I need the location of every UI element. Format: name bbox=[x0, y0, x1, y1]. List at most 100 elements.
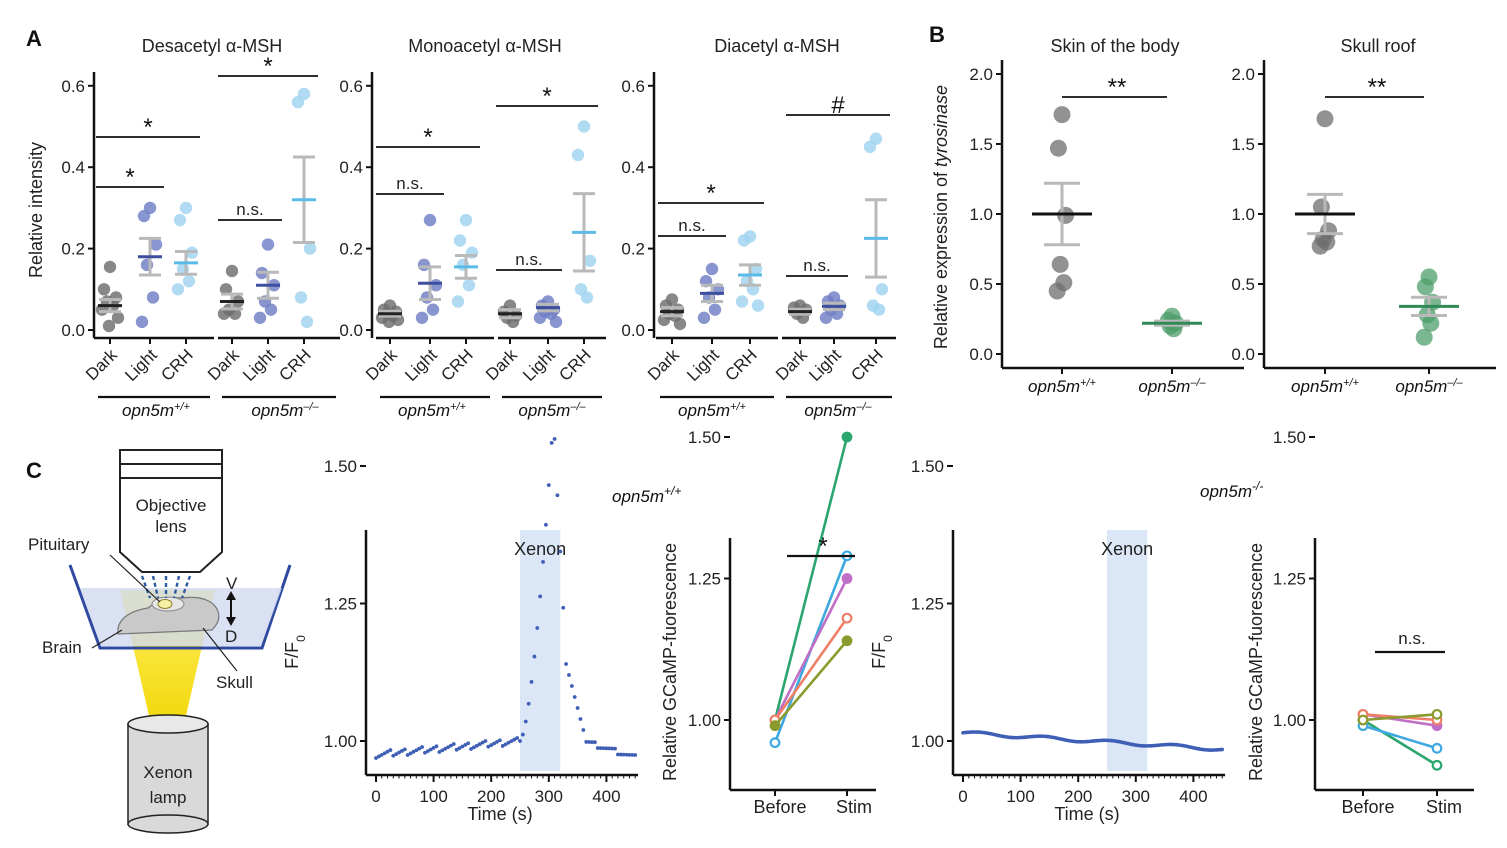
x-tick-label: CRH bbox=[437, 345, 476, 384]
trace-point bbox=[379, 752, 384, 757]
y-tick-label: 0.0 bbox=[339, 321, 363, 340]
trace-point bbox=[477, 742, 482, 747]
trace-point bbox=[486, 744, 491, 749]
data-point bbox=[182, 274, 196, 288]
data-point bbox=[819, 311, 833, 324]
y-tick-label: 0.6 bbox=[621, 77, 645, 96]
data-point bbox=[264, 303, 278, 316]
data-point bbox=[1422, 314, 1440, 332]
trace-point bbox=[411, 749, 416, 754]
objective-light-cone bbox=[140, 575, 192, 599]
series-point bbox=[841, 612, 853, 624]
significance-label: ** bbox=[1108, 74, 1127, 101]
data-point bbox=[225, 264, 239, 278]
trace-point bbox=[437, 750, 442, 754]
x-tick-label: Dark bbox=[644, 345, 683, 384]
x-tick-label: 300 bbox=[535, 787, 563, 806]
x-tick-label: 100 bbox=[1006, 787, 1034, 806]
chart-title: Monoacetyl α-MSH bbox=[408, 36, 561, 56]
trace-point bbox=[529, 680, 534, 684]
trace-point bbox=[397, 750, 401, 755]
trace-point bbox=[451, 742, 456, 746]
trace-point bbox=[463, 743, 468, 747]
series-point bbox=[1357, 714, 1369, 726]
trace-point bbox=[495, 739, 499, 744]
data-point bbox=[571, 148, 585, 162]
data-point bbox=[291, 95, 305, 109]
significance-label: n.s. bbox=[1398, 629, 1425, 648]
trace-point bbox=[405, 753, 410, 757]
data-point bbox=[863, 140, 877, 154]
trace-point bbox=[428, 747, 433, 752]
data-point bbox=[135, 315, 149, 329]
trace-point bbox=[621, 752, 626, 757]
brain-label: Brain bbox=[42, 638, 82, 657]
y-tick-label: 0.2 bbox=[339, 240, 363, 259]
y-tick-label: 1.00 bbox=[1273, 711, 1306, 730]
trace-point bbox=[633, 753, 638, 757]
trace-point bbox=[446, 745, 450, 750]
trace-point bbox=[400, 749, 404, 753]
skull-label: Skull bbox=[216, 673, 253, 692]
x-tick-label: 100 bbox=[419, 787, 447, 806]
ventral-label: V bbox=[226, 574, 238, 593]
x-tick-label: opn5m+/+ bbox=[1291, 377, 1359, 396]
trace-point bbox=[526, 701, 531, 706]
trace-point bbox=[630, 753, 635, 757]
x-tick-label: 0 bbox=[371, 787, 380, 806]
y-tick-label: 1.50 bbox=[324, 457, 357, 476]
trace-point bbox=[584, 740, 589, 744]
data-point bbox=[697, 311, 711, 324]
significance-label: * bbox=[125, 164, 134, 191]
xenon-lamp-icon: Xenon lamp bbox=[127, 714, 209, 834]
trace-point bbox=[1220, 747, 1224, 752]
skull-roof-plot: Skull roof 0.0 0.5 1.0 1.5 2.0 opn5m+/+ opn5m–/… bbox=[1231, 36, 1496, 396]
trace-point bbox=[535, 626, 540, 630]
chart-title: Skull roof bbox=[1340, 36, 1416, 56]
genotype-label: opn5m+/+ bbox=[398, 401, 466, 420]
trace-point bbox=[572, 695, 577, 699]
data-point bbox=[1311, 237, 1329, 255]
y-tick-label: 1.25 bbox=[1273, 570, 1306, 589]
trace-point bbox=[376, 754, 381, 759]
x-tick-label: opn5m–/– bbox=[1138, 377, 1206, 396]
pituitary-shape bbox=[157, 599, 173, 609]
data-point bbox=[429, 279, 443, 292]
series-line bbox=[1362, 713, 1438, 722]
genotype-label: opn5m+/+ bbox=[678, 401, 746, 420]
x-tick-label: 200 bbox=[1064, 787, 1092, 806]
y-tick-label: 1.00 bbox=[324, 732, 357, 751]
trace-point bbox=[506, 740, 511, 745]
data-point bbox=[253, 311, 267, 324]
series-point bbox=[841, 635, 853, 647]
xenon-lamp-label-2: lamp bbox=[150, 788, 187, 807]
x-axis-label: Time (s) bbox=[467, 804, 532, 824]
y-tick-label: 1.0 bbox=[969, 205, 993, 224]
y-tick-label: 2.0 bbox=[1231, 65, 1255, 84]
data-point bbox=[453, 234, 467, 247]
x-tick-label: Dark bbox=[204, 345, 243, 384]
trace-point bbox=[613, 746, 617, 751]
panel-label-c: C bbox=[26, 458, 42, 483]
trace-point bbox=[388, 748, 393, 752]
trace-point bbox=[440, 748, 445, 753]
xenon-lamp-label-1: Xenon bbox=[143, 763, 192, 782]
trace-point bbox=[500, 744, 505, 748]
data-point bbox=[1049, 139, 1067, 157]
chart-title: Skin of the body bbox=[1050, 36, 1179, 56]
y-tick-label: 1.5 bbox=[1231, 135, 1255, 154]
panel-label-a: A bbox=[26, 26, 42, 51]
data-point bbox=[294, 291, 308, 304]
trace-point bbox=[555, 493, 560, 498]
data-point bbox=[451, 295, 465, 308]
stimulus-label: Xenon bbox=[514, 539, 566, 559]
x-tick-label: Before bbox=[753, 797, 806, 817]
data-point bbox=[179, 201, 193, 215]
trace-point bbox=[575, 706, 580, 710]
trace-point bbox=[374, 756, 378, 760]
series-line bbox=[773, 577, 849, 721]
trace-point bbox=[567, 673, 571, 677]
x-tick-label: Dark bbox=[772, 345, 811, 384]
